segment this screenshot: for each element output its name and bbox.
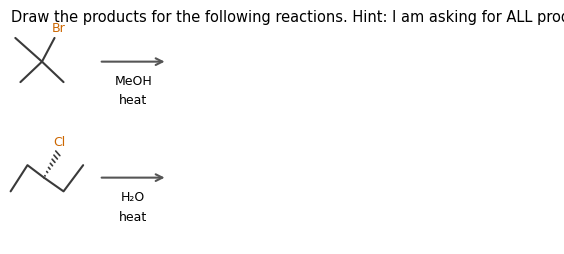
Text: heat: heat: [119, 93, 147, 106]
Text: heat: heat: [119, 210, 147, 223]
Text: MeOH: MeOH: [114, 75, 152, 88]
Text: Draw the products for the following reactions. Hint: I am asking for ALL product: Draw the products for the following reac…: [11, 10, 564, 25]
Text: Cl: Cl: [54, 135, 66, 148]
Text: Br: Br: [52, 22, 65, 35]
Text: H₂O: H₂O: [121, 190, 146, 203]
